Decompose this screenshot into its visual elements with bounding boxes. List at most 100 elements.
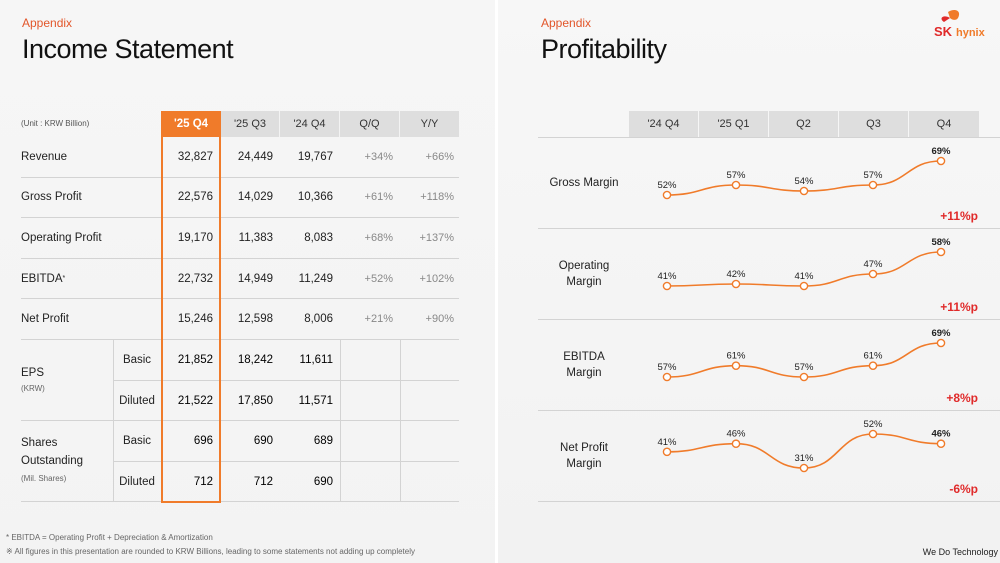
row-label-sup: * (62, 275, 66, 283)
table-row: Revenue 32,827 24,449 19,767 +34% +66% (21, 137, 459, 178)
metric-delta: +8%p (946, 391, 978, 405)
table-row: Net Profit 15,246 12,598 8,006 +21% +90% (21, 299, 459, 340)
row-value: +61% (364, 191, 393, 204)
row-value: 24,449 (237, 150, 273, 163)
eps-unit: (KRW) (21, 384, 45, 393)
shares-label-1: Shares (21, 437, 58, 449)
row-label: EBITDA * (21, 259, 65, 299)
row-label: Operating Profit (21, 218, 102, 258)
row-value: +68% (364, 231, 393, 244)
shares-row: Shares Outstanding (Mil. Shares) (21, 421, 459, 502)
row-value: 14,949 (237, 272, 273, 285)
table-row: Gross Profit 22,576 14,029 10,366 +61% +118% (21, 178, 459, 219)
metric-delta: -6%p (949, 482, 978, 496)
row-value: 14,029 (237, 191, 273, 204)
income-statement-panel: Appendix Income Statement (Unit : KRW Bi… (0, 0, 495, 563)
eps-label-group: EPS (KRW) (21, 340, 45, 420)
row-value: 15,246 (177, 313, 213, 326)
divider (400, 340, 401, 502)
row-value: 22,732 (177, 272, 213, 285)
sk-butterfly-icon: SK hynix (934, 10, 986, 39)
metric-label-line: Margin (566, 457, 602, 470)
metric-label-line: Margin (566, 366, 602, 379)
col-header-current: '25 Q4 (161, 111, 221, 137)
row-value: 10,366 (297, 191, 333, 204)
shares-basic-label: Basic (122, 435, 152, 447)
table-row: EBITDA * 22,732 14,949 11,249 +52% +102% (21, 259, 459, 300)
current-quarter-highlight (161, 111, 221, 503)
divider (538, 137, 1000, 138)
period-header: '24 Q4 (629, 111, 698, 137)
eps-diluted-value: 11,571 (298, 395, 333, 407)
divider (538, 501, 1000, 502)
metric-label: Net Profit Margin (540, 440, 628, 472)
row-label-text: Gross Profit (21, 191, 82, 204)
divider (340, 340, 341, 502)
unit-label: (Unit : KRW Billion) (21, 119, 90, 128)
metric-delta: +11%p (940, 300, 978, 314)
row-label: Gross Profit (21, 178, 82, 218)
row-value: +66% (425, 150, 454, 163)
shares-diluted-value: 712 (253, 476, 273, 488)
shares-basic-value: 689 (313, 435, 333, 447)
metric-label: Operating Margin (540, 258, 628, 290)
eps-diluted-label: Diluted (119, 395, 155, 407)
metric-delta: +11%p (940, 209, 978, 223)
metric-label-line: Gross Margin (549, 176, 619, 189)
divider (113, 340, 114, 502)
row-value: 12,598 (237, 313, 273, 326)
shares-basic-value: 690 (253, 435, 273, 447)
row-value: 19,170 (177, 231, 213, 244)
shares-unit: (Mil. Shares) (21, 474, 67, 483)
eps-diluted-value: 21,522 (177, 395, 213, 407)
tagline-text: We Do Technology (922, 547, 998, 557)
metric-label-line: EBITDA (563, 350, 605, 363)
col-header: Y/Y (400, 111, 459, 137)
tagline: We Do Technology (923, 547, 998, 557)
metric-label-line: Net Profit (560, 441, 608, 454)
table-row: Operating Profit 19,170 11,383 8,083 +68% +13… (21, 218, 459, 259)
metric-label-line: Operating (558, 259, 610, 272)
shares-diluted-label: Diluted (119, 476, 155, 488)
row-value: 32,827 (177, 150, 213, 163)
row-label-text: EBITDA (21, 272, 63, 285)
eps-basic-value: 21,852 (177, 354, 213, 366)
row-label-text: Operating Profit (21, 231, 102, 244)
divider (538, 319, 1000, 320)
row-value: 11,383 (238, 231, 273, 244)
row-label-text: Net Profit (21, 313, 69, 326)
row-value: 22,576 (177, 191, 213, 204)
row-value: +21% (364, 313, 393, 326)
left-kicker: Appendix (22, 16, 73, 30)
row-value: +102% (419, 272, 454, 285)
metric-label: Gross Margin (540, 175, 628, 191)
divider (113, 380, 459, 381)
right-kicker: Appendix (541, 16, 592, 30)
period-header: '25 Q1 (699, 111, 768, 137)
row-value: 19,767 (297, 150, 333, 163)
row-value: 11,249 (298, 272, 333, 285)
shares-label-2: Outstanding (21, 455, 84, 467)
row-value: +118% (420, 191, 454, 204)
period-header: Q4 (909, 111, 979, 137)
col-header: '25 Q3 (221, 111, 280, 137)
footnote-ebitda: * EBITDA = Operating Profit + Depreciati… (6, 533, 213, 542)
eps-basic-value: 18,242 (237, 354, 273, 366)
row-value: 8,083 (304, 231, 333, 244)
brand-sk: SK (934, 24, 953, 39)
divider (538, 228, 1000, 229)
period-header: Q2 (769, 111, 838, 137)
shares-label-group: Shares Outstanding (Mil. Shares) (21, 421, 83, 501)
divider (113, 461, 459, 462)
col-header: '24 Q4 (280, 111, 340, 137)
shares-diluted-value: 712 (193, 476, 213, 488)
row-value: +52% (364, 272, 393, 285)
shares-basic-value: 696 (193, 435, 213, 447)
period-header: Q3 (839, 111, 908, 137)
row-label: Revenue (21, 137, 67, 177)
col-header: Q/Q (340, 111, 400, 137)
metric-label: EBITDA Margin (540, 349, 628, 381)
sk-hynix-logo: SK hynix (934, 8, 990, 45)
footnote-rounding: ※ All figures in this presentation are r… (6, 547, 416, 556)
